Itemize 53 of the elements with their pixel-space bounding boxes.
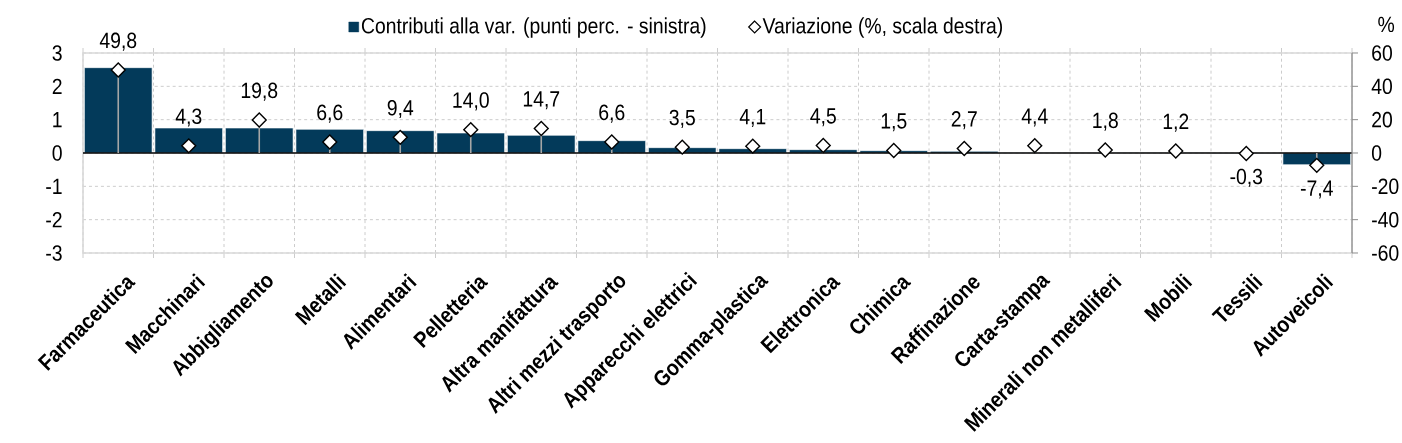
legend-label: Variazione (%, scala destra) <box>762 17 1002 38</box>
y2-tick-label: 0 <box>1371 145 1382 161</box>
point <box>1027 138 1043 154</box>
data-label: 1,2 <box>1163 113 1189 132</box>
data-label: 9,4 <box>387 99 414 119</box>
point <box>392 129 408 145</box>
point <box>1097 142 1113 158</box>
point <box>956 140 972 157</box>
data-label: 2,7 <box>951 111 977 130</box>
data-label: 1,8 <box>1093 112 1118 131</box>
data-label: 19,8 <box>241 82 278 101</box>
data-label: 4,4 <box>1021 108 1048 127</box>
point <box>181 138 197 154</box>
point <box>533 120 549 137</box>
point <box>886 142 902 159</box>
y-tick-label: 1 <box>53 112 62 128</box>
data-label: 6,6 <box>317 104 343 123</box>
y2-tick-label: 20 <box>1372 111 1392 128</box>
data-label: 1,5 <box>881 113 907 132</box>
y2-tick-label: -60 <box>1372 245 1399 261</box>
y2-tick-label: 40 <box>1371 78 1392 95</box>
data-label: 14,7 <box>523 91 560 110</box>
y-tick-label: -3 <box>46 245 62 261</box>
data-label: 4,3 <box>175 108 202 127</box>
data-label: 49,8 <box>99 32 137 51</box>
y-tick-label: 3 <box>52 45 62 61</box>
point <box>1309 157 1325 173</box>
point <box>463 122 479 138</box>
point <box>604 134 620 150</box>
point <box>745 138 761 154</box>
y2-tick-label: -20 <box>1372 178 1399 195</box>
point <box>1238 145 1254 162</box>
y2-tick-label: -40 <box>1372 211 1399 228</box>
legend-label: Contributi alla var. (punti perc. - sinistra) <box>361 17 706 38</box>
data-label: 3,5 <box>669 109 695 128</box>
data-label: 4,5 <box>810 108 836 127</box>
point <box>322 134 338 150</box>
y-tick-label: -2 <box>46 211 62 228</box>
data-label: 4,1 <box>739 109 766 127</box>
y-tick-label: 2 <box>52 78 62 95</box>
point <box>815 137 831 154</box>
point <box>674 139 690 155</box>
point <box>110 62 126 78</box>
point <box>1168 143 1184 159</box>
y-tick-label: 0 <box>52 145 62 161</box>
data-label: 6,6 <box>599 104 625 123</box>
data-label: -0,3 <box>1230 168 1263 187</box>
data-label: -7,4 <box>1300 180 1333 199</box>
data-label: 14,0 <box>453 92 489 111</box>
point <box>251 112 267 128</box>
y2-axis-title: % <box>1378 16 1395 33</box>
y2-tick-label: 60 <box>1372 45 1392 61</box>
y-tick-label: -1 <box>46 178 62 194</box>
